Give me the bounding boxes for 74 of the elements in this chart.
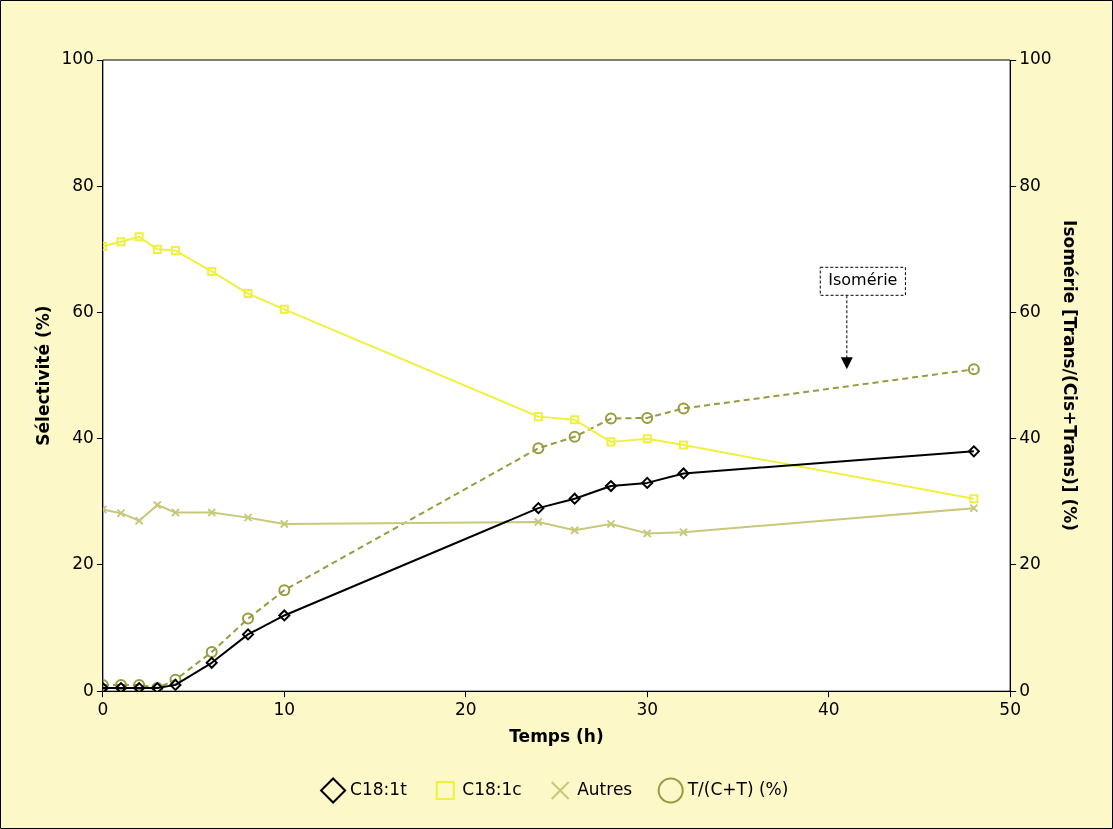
x-tick-label: 50 xyxy=(999,698,1021,719)
point xyxy=(152,244,162,254)
legend-label: C18:1t xyxy=(350,778,408,799)
point xyxy=(205,656,218,669)
x-tick-label: 10 xyxy=(273,698,296,719)
point xyxy=(677,402,690,415)
point xyxy=(169,678,182,691)
point xyxy=(170,246,180,256)
y2-tick-label: 40 xyxy=(1019,427,1041,448)
annotation: Isomérie xyxy=(828,270,898,290)
point xyxy=(242,612,255,625)
point xyxy=(134,232,144,242)
point xyxy=(114,682,127,692)
y-tick-label: 80 xyxy=(72,174,94,195)
point xyxy=(642,434,652,444)
point xyxy=(568,492,581,505)
point xyxy=(568,430,581,443)
point xyxy=(278,584,291,597)
y-axis-title: Sélectivité (%) xyxy=(32,305,53,446)
y-tick-label: 100 xyxy=(61,48,94,69)
point xyxy=(243,513,253,523)
point xyxy=(570,415,580,425)
point xyxy=(279,519,289,529)
y2-tick-label: 80 xyxy=(1019,174,1041,195)
point xyxy=(570,525,580,535)
point xyxy=(967,363,980,376)
legend-label: Autres xyxy=(577,778,633,799)
y-tick-label: 20 xyxy=(72,553,94,574)
point xyxy=(207,266,217,276)
y2-tick-label: 20 xyxy=(1019,553,1041,574)
point xyxy=(533,412,543,422)
x-tick-label: 0 xyxy=(97,698,109,719)
point xyxy=(532,442,545,455)
point xyxy=(969,503,979,513)
x-tick-label: 20 xyxy=(454,698,477,719)
point xyxy=(606,519,616,529)
legend-label: T/(C+T) (%) xyxy=(686,778,789,799)
legend-label: C18:1c xyxy=(462,778,522,799)
point xyxy=(642,528,652,538)
point xyxy=(532,502,545,515)
point xyxy=(677,467,690,480)
y-tick-label: 60 xyxy=(72,300,94,321)
point xyxy=(242,628,255,641)
point xyxy=(133,682,146,692)
point xyxy=(678,440,689,450)
point xyxy=(967,445,980,458)
point xyxy=(678,527,689,537)
point xyxy=(243,289,253,299)
point xyxy=(641,476,654,489)
x-tick-label: 40 xyxy=(817,698,840,719)
point xyxy=(606,437,616,447)
point xyxy=(134,516,144,526)
x-axis-title: Temps (h) xyxy=(509,726,604,747)
point xyxy=(533,517,543,527)
y2-axis-title: Isomérie [Trans/(Cis+Trans)] (%) xyxy=(1060,220,1081,532)
y2-tick-label: 100 xyxy=(1019,48,1052,69)
point xyxy=(170,508,180,518)
point xyxy=(207,508,217,518)
point xyxy=(116,508,126,518)
point xyxy=(169,673,182,686)
y2-tick-label: 0 xyxy=(1019,679,1030,700)
x-tick-label: 30 xyxy=(636,698,659,719)
point xyxy=(152,500,162,510)
point xyxy=(279,304,289,314)
point xyxy=(278,609,291,622)
point xyxy=(604,480,617,493)
y-tick-label: 40 xyxy=(72,427,94,448)
point xyxy=(969,494,979,504)
y2-tick-label: 60 xyxy=(1019,300,1041,321)
y-tick-label: 0 xyxy=(83,679,94,700)
point xyxy=(205,646,218,659)
point xyxy=(604,412,617,425)
point xyxy=(641,411,654,424)
point xyxy=(116,237,126,247)
